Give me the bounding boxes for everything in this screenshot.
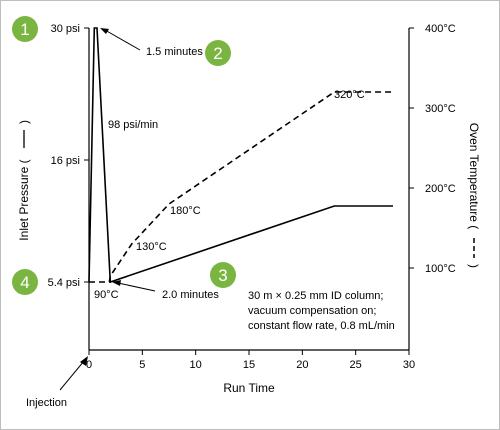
right-y-ticks: 400°C 300°C 200°C 100°C <box>409 23 456 275</box>
left-axis-title: Inlet Pressure ( <box>17 159 31 240</box>
left-axis-title-close: ) <box>17 120 31 124</box>
note-line-2: vacuum compensation on; <box>248 305 376 317</box>
left-tick-label: 30 psi <box>51 23 80 35</box>
arrow-1-5-min-head <box>100 28 109 34</box>
note-line-1: 30 m × 0.25 mm ID column; <box>248 290 383 302</box>
left-tick-label: 5.4 psi <box>48 277 80 289</box>
right-tick-label: 100°C <box>425 263 456 275</box>
x-tick-label: 5 <box>139 359 145 371</box>
marker-4-label: 4 <box>20 273 29 292</box>
marker-4: 4 <box>12 269 38 295</box>
inlet-pressure-line <box>88 27 393 284</box>
x-ticks: 0 5 10 15 20 25 30 <box>86 350 415 371</box>
annotation-130c: 130°C <box>136 241 167 253</box>
marker-1-circle <box>12 16 38 42</box>
series-layer <box>88 27 393 284</box>
left-axis-title-group: Inlet Pressure ( ) <box>17 120 31 241</box>
annotation-2-0-minutes: 2.0 minutes <box>162 289 219 301</box>
right-tick-label: 200°C <box>425 183 456 195</box>
annotation-injection: Injection <box>26 397 67 409</box>
annotation-320c: 320°C <box>334 89 365 101</box>
annotation-98-psi-min: 98 psi/min <box>108 119 158 131</box>
right-tick-label: 300°C <box>425 103 456 115</box>
markers-layer: 1 2 3 4 <box>12 16 236 295</box>
left-tick-label: 16 psi <box>51 155 80 167</box>
x-tick-label: 20 <box>296 359 308 371</box>
x-tick-label: 0 <box>86 359 92 371</box>
annotation-layer: 1.5 minutes 98 psi/min 320°C 180°C 130°C… <box>26 28 395 409</box>
marker-4-circle <box>12 269 38 295</box>
left-y-ticks: 30 psi 16 psi 5.4 psi <box>48 23 89 289</box>
marker-2-circle <box>205 40 231 66</box>
right-axis-title: Oven Temperature ( <box>467 123 481 230</box>
annotation-90c: 90°C <box>94 289 119 301</box>
arrow-1-5-min <box>104 29 141 51</box>
x-axis-title: Run Time <box>223 381 275 395</box>
arrow-injection <box>59 360 85 391</box>
right-axis-title-group: Oven Temperature ( ) <box>467 123 481 268</box>
marker-1: 1 <box>12 16 38 42</box>
arrow-2-0-min-head <box>112 280 121 286</box>
marker-3-label: 3 <box>218 266 227 285</box>
right-axis-title-close: ) <box>467 264 481 268</box>
x-tick-label: 25 <box>350 359 362 371</box>
note-line-3: constant flow rate, 0.8 mL/min <box>248 320 395 332</box>
x-tick-label: 10 <box>190 359 202 371</box>
arrow-2-0-min <box>117 282 156 292</box>
right-tick-label: 400°C <box>425 23 456 35</box>
marker-1-label: 1 <box>20 20 29 39</box>
marker-3: 3 <box>210 262 236 288</box>
arrow-injection-head <box>80 356 88 366</box>
x-tick-label: 30 <box>403 359 415 371</box>
marker-2: 2 <box>205 40 231 66</box>
marker-2-label: 2 <box>213 44 222 63</box>
oven-temperature-line <box>89 91 393 283</box>
annotation-180c: 180°C <box>170 205 201 217</box>
x-tick-label: 15 <box>243 359 255 371</box>
marker-3-circle <box>210 262 236 288</box>
annotation-1-5-minutes: 1.5 minutes <box>146 46 203 58</box>
